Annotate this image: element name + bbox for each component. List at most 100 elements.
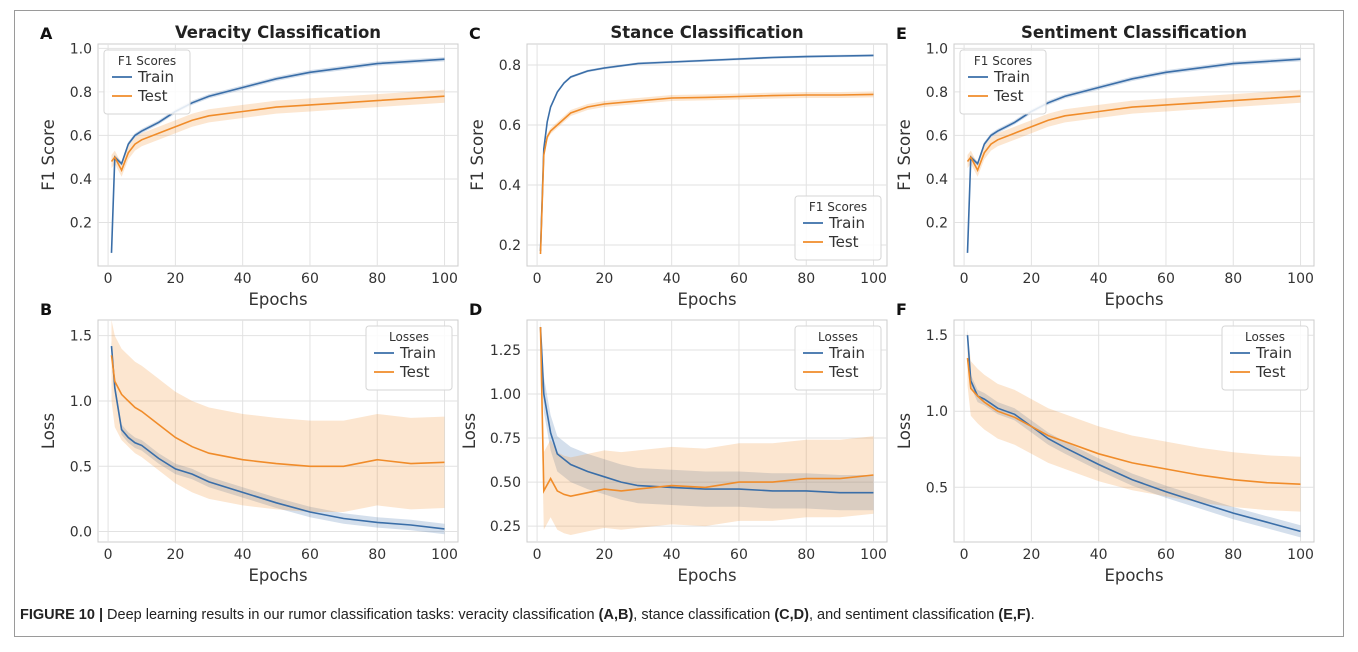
panel-letter: E [896,24,907,43]
series-band-test [967,330,1301,512]
series-band-train [967,329,1301,538]
series-band-test [540,320,874,535]
legend-box [959,49,1047,115]
legend-label-train: Train [828,214,865,232]
series-line-test [110,355,445,468]
x-tick-label: 0 [960,547,969,563]
y-tick-label: 1.5 [70,329,92,345]
caption-text-4: . [1030,607,1035,623]
legend-title: Losses [1245,330,1285,344]
series-line-train [110,58,445,253]
series-line-test [539,93,874,255]
series-line-train [539,54,874,252]
x-tick-label: 100 [431,547,458,563]
legend-box [794,325,882,391]
x-tick-label: 80 [797,271,815,287]
caption-ref-ab: (A,B) [598,607,634,623]
legend-title: Losses [389,330,429,344]
x-tick-label: 100 [1287,547,1314,563]
x-tick-label: 80 [1224,271,1242,287]
legend-label-train: Train [828,344,865,362]
x-tick-label: 0 [533,271,542,287]
legend-box [365,325,453,391]
legend-title: F1 Scores [974,54,1032,68]
x-tick-label: 60 [730,271,748,287]
chart-title: Veracity Classification [175,23,381,42]
x-axis-label: Epochs [248,290,307,309]
y-tick-label: 0.2 [499,238,521,254]
panel-letter: F [896,300,907,319]
y-tick-label: 0.2 [926,215,948,231]
y-tick-label: 1.25 [490,343,521,359]
caption-ref-ef: (E,F) [998,607,1031,623]
y-tick-label: 0.8 [926,85,948,101]
x-tick-label: 100 [431,271,458,287]
x-tick-label: 20 [166,271,184,287]
panel-letter: D [469,300,482,319]
y-axis-label: Loss [895,413,914,449]
caption-text-1: Deep learning results in our rumor class… [103,607,599,623]
chart-title: Sentiment Classification [1021,23,1247,42]
legend-label-train: Train [993,68,1030,86]
x-tick-label: 0 [533,547,542,563]
y-tick-label: 0.6 [926,128,948,144]
y-tick-label: 0.2 [70,215,92,231]
y-tick-label: 0.4 [926,172,948,188]
y-tick-label: 1.0 [926,404,948,420]
y-axis-label: F1 Score [468,119,487,190]
series-band-test [111,320,445,512]
y-tick-label: 1.0 [70,394,92,410]
legend-title: F1 Scores [118,54,176,68]
y-tick-label: 0.4 [70,172,92,188]
x-tick-label: 0 [960,271,969,287]
figure-caption: FIGURE 10 | Deep learning results in our… [20,607,1340,623]
x-tick-label: 80 [368,547,386,563]
x-tick-label: 40 [1090,547,1108,563]
x-tick-label: 0 [104,547,113,563]
caption-ref-cd: (C,D) [774,607,809,623]
x-tick-label: 60 [730,547,748,563]
x-tick-label: 60 [301,271,319,287]
chart-panel-f: 0 20 40 60 80 100 0.5 1.0 1.5 Epochs Loss F LossesTr… [895,300,1315,585]
chart-panel-a: 0 20 40 60 80 100 0.2 0.4 0.6 0.8 1.0 Epochs F1 Scor… [39,23,459,309]
y-tick-label: 0.8 [499,58,521,74]
caption-text-3: , and sentiment classification [808,607,999,623]
y-axis-label: F1 Score [39,119,58,190]
x-tick-label: 100 [860,271,887,287]
y-tick-label: 1.5 [926,328,948,344]
legend-label-test: Test [137,87,168,105]
series-line-test [539,326,874,498]
chart-panel-d: 0 20 40 60 80 100 0.25 0.50 0.75 1.00 1.25 Epochs Lo… [460,300,888,585]
y-axis-label: Loss [39,413,58,449]
x-tick-label: 40 [1090,271,1108,287]
series-line-train [966,335,1301,533]
chart-title: Stance Classification [610,23,803,42]
x-axis-label: Epochs [677,566,736,585]
series-band-train [540,320,874,511]
x-axis-label: Epochs [248,566,307,585]
y-tick-label: 0.0 [70,525,92,541]
x-axis-label: Epochs [677,290,736,309]
y-tick-label: 0.50 [490,475,521,491]
legend-label-test: Test [1255,363,1286,381]
x-tick-label: 20 [595,271,613,287]
y-tick-label: 0.5 [926,480,948,496]
panel-letter: B [40,300,52,319]
legend-label-train: Train [137,68,174,86]
x-tick-label: 60 [1157,271,1175,287]
panel-letter: A [40,24,53,43]
legend-label-test: Test [828,363,859,381]
y-tick-label: 0.6 [499,118,521,134]
x-axis-label: Epochs [1104,290,1163,309]
series-line-test [110,95,445,173]
legend-title: Losses [818,330,858,344]
y-axis-label: Loss [460,413,479,449]
x-tick-label: 100 [1287,271,1314,287]
y-tick-label: 1.0 [70,41,92,57]
